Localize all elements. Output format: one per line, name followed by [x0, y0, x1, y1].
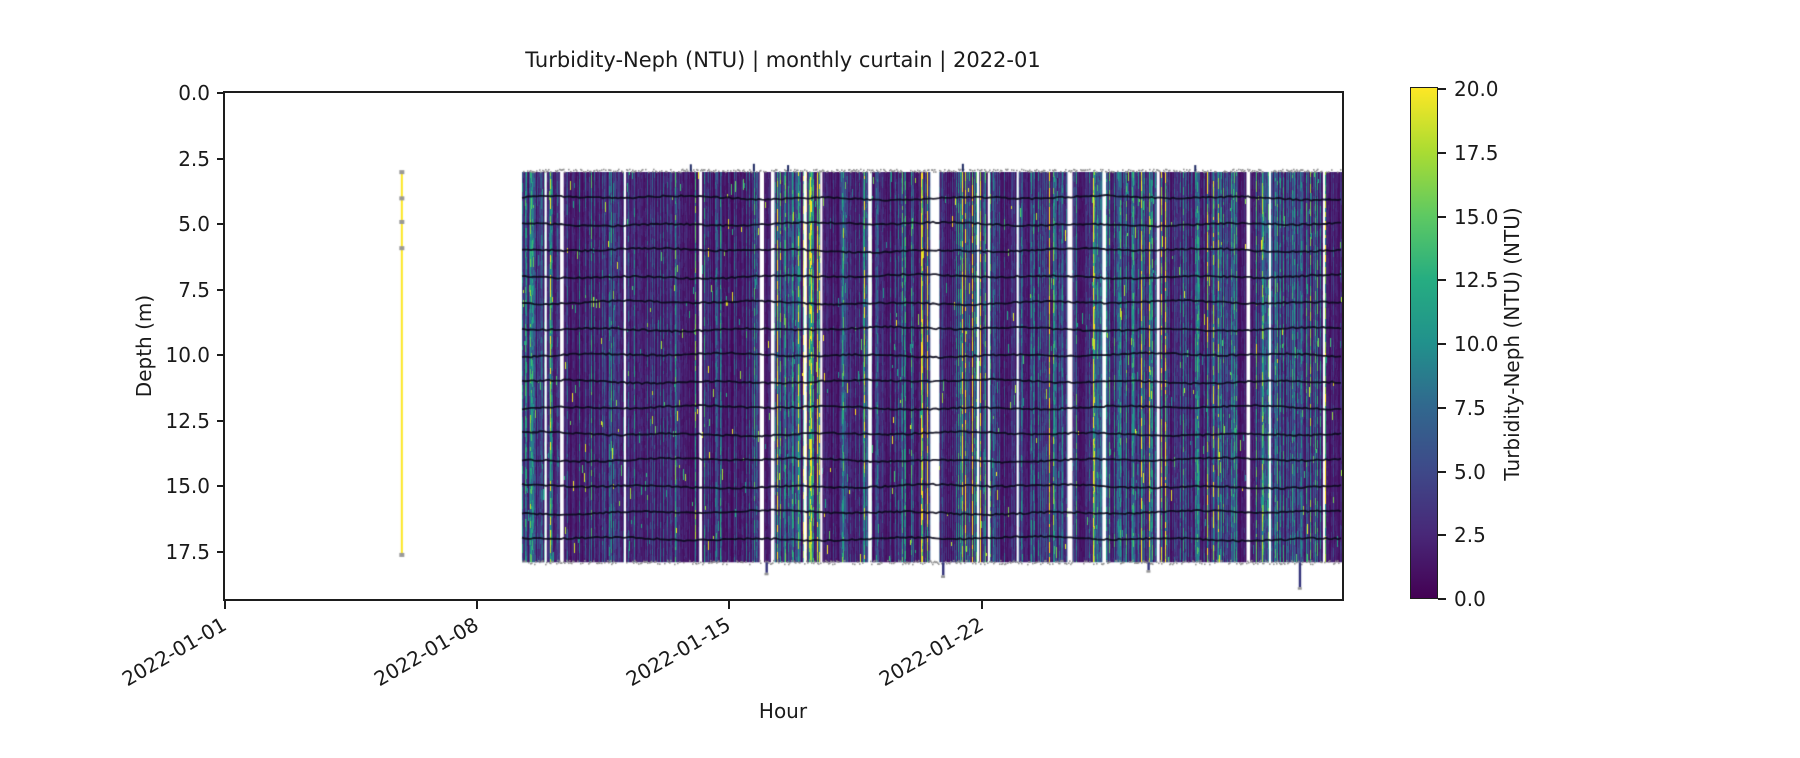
colorbar-label: Turbidity-Neph (NTU) (NTU)	[1500, 207, 1524, 481]
colorbar-tick-label: 2.5	[1454, 523, 1486, 548]
colorbar-tick-mark	[1438, 470, 1446, 473]
x-tick-label: 2022-01-22	[874, 612, 988, 692]
x-tick-label: 2022-01-15	[622, 612, 735, 692]
y-tick-label: 17.5	[165, 539, 210, 564]
colorbar	[1410, 87, 1438, 599]
y-tick-mark	[217, 92, 225, 94]
colorbar-tick-mark	[1438, 279, 1446, 282]
curtain-heatmap-canvas	[225, 93, 1342, 599]
y-tick-label: 12.5	[165, 408, 210, 433]
y-tick-mark	[217, 354, 225, 357]
x-tick-mark	[476, 601, 479, 609]
colorbar-tick-mark	[1438, 598, 1446, 600]
colorbar-tick-label: 20.0	[1454, 77, 1499, 101]
x-tick-label: 2022-01-08	[370, 612, 483, 692]
y-tick-mark	[217, 288, 225, 291]
colorbar-tick-label: 0.0	[1454, 587, 1486, 611]
y-tick-mark	[217, 157, 225, 160]
y-tick-mark	[217, 550, 225, 553]
x-tick-mark	[728, 601, 731, 609]
plot-area	[223, 91, 1344, 601]
colorbar-tick-label: 17.5	[1454, 140, 1499, 165]
x-tick-label: 2022-01-01	[117, 612, 231, 692]
colorbar-tick-mark	[1438, 151, 1446, 154]
x-tick-mark	[224, 601, 226, 609]
colorbar-tick-mark	[1438, 215, 1446, 218]
y-tick-mark	[217, 419, 225, 422]
y-tick-label: 0.0	[178, 81, 210, 105]
y-tick-mark	[217, 223, 225, 226]
colorbar-tick-label: 12.5	[1454, 268, 1499, 293]
x-tick-mark	[980, 601, 983, 609]
colorbar-tick-mark	[1438, 406, 1446, 409]
colorbar-tick-label: 15.0	[1454, 204, 1499, 229]
colorbar-tick-mark	[1438, 343, 1446, 345]
colorbar-tick-mark	[1438, 88, 1446, 90]
y-tick-mark	[217, 485, 225, 488]
y-tick-label: 15.0	[165, 474, 210, 499]
colorbar-tick-label: 5.0	[1454, 459, 1486, 484]
y-tick-label: 5.0	[178, 212, 210, 237]
colorbar-tick-mark	[1438, 534, 1446, 537]
chart-title: Turbidity-Neph (NTU) | monthly curtain |…	[525, 48, 1041, 72]
y-tick-label: 10.0	[165, 343, 210, 368]
y-axis-label: Depth (m)	[132, 294, 156, 398]
colorbar-tick-label: 10.0	[1454, 332, 1499, 356]
colorbar-tick-label: 7.5	[1454, 395, 1486, 420]
x-axis-label: Hour	[758, 699, 808, 723]
y-tick-label: 7.5	[178, 277, 210, 302]
y-tick-label: 2.5	[178, 146, 210, 171]
